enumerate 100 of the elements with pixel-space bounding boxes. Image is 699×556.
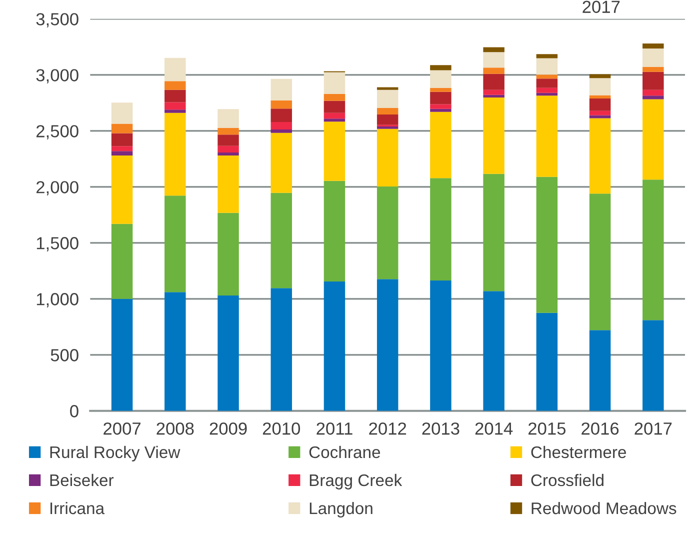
bar [376, 128, 398, 187]
bar [376, 186, 398, 280]
bar [218, 109, 239, 128]
legend-label: Cochrane [309, 446, 380, 458]
bar [642, 72, 664, 90]
bar [376, 108, 398, 115]
bar [642, 90, 664, 96]
bar [536, 176, 558, 313]
bar [376, 279, 398, 411]
bar [164, 112, 186, 196]
y-tick-label: 0 [70, 405, 78, 418]
bar [642, 320, 664, 411]
bar [164, 90, 186, 102]
bar [430, 104, 452, 109]
legend-label: Langdon [310, 502, 372, 518]
bar [536, 78, 558, 88]
x-tick-label: 2009 [210, 422, 247, 435]
bar [642, 96, 664, 100]
bar [376, 114, 398, 125]
bar [164, 196, 186, 292]
y-tick-label: 3,500 [36, 13, 78, 28]
bar [218, 212, 239, 296]
bar [642, 99, 664, 180]
x-tick-label: 2007 [104, 422, 140, 435]
bar [218, 146, 239, 153]
x-tick-label: 2010 [262, 422, 300, 435]
bar [642, 48, 664, 67]
bar [164, 292, 186, 411]
bar [642, 66, 664, 72]
bar [483, 90, 504, 95]
bar [324, 118, 346, 122]
bar [111, 298, 133, 411]
bar [430, 70, 452, 88]
bar [376, 90, 398, 108]
bar [111, 224, 133, 299]
bar [483, 98, 504, 174]
bar [111, 133, 133, 146]
bar [270, 130, 292, 133]
bar [324, 122, 346, 181]
bar [218, 134, 239, 146]
bar [111, 124, 133, 134]
bar [589, 115, 611, 118]
bar [430, 88, 452, 92]
bar [111, 156, 133, 224]
bar [589, 330, 611, 411]
bar [536, 92, 558, 96]
legend-label: Irricana [50, 502, 105, 514]
x-tick-label: 2014 [475, 422, 513, 435]
bar [430, 280, 452, 411]
y-tick-label: 1,500 [36, 237, 78, 252]
bar [536, 58, 558, 75]
bar [164, 58, 186, 82]
bar [589, 95, 611, 99]
bar [270, 100, 292, 109]
bar [536, 312, 558, 411]
legend-label: Rural Rocky View [50, 446, 180, 462]
bar [483, 52, 504, 68]
bar [430, 65, 452, 70]
bar [218, 156, 239, 213]
legend-label: Chestermere [531, 446, 626, 458]
x-tick-label: 2015 [528, 422, 566, 435]
bar [483, 291, 504, 411]
bar [324, 180, 346, 282]
y-tick-label: 1,000 [36, 293, 78, 308]
x-tick-label: 2016 [582, 422, 619, 435]
bar [430, 108, 452, 112]
bar [270, 108, 292, 122]
bar [164, 81, 186, 90]
bar [483, 47, 504, 52]
bar [111, 151, 133, 156]
bar [536, 74, 558, 79]
bar [270, 122, 292, 130]
legend-label: Beiseker [50, 474, 114, 486]
text: 2017 [582, 0, 620, 13]
bar [324, 100, 346, 113]
bar [536, 96, 558, 177]
legend-label: Bragg Creek [310, 474, 402, 490]
x-tick-label: 2017 [634, 422, 672, 435]
x-tick-label: 2012 [369, 422, 406, 435]
bar [164, 102, 186, 110]
bar [589, 98, 611, 111]
bar [536, 54, 558, 58]
bar [430, 178, 452, 281]
bar [536, 88, 558, 93]
bar [430, 92, 452, 104]
x-tick-label: 2013 [422, 422, 460, 435]
bar [642, 44, 664, 48]
bar [642, 180, 664, 320]
bar [376, 87, 398, 90]
y-tick-label: 3,000 [36, 69, 78, 84]
bar [483, 74, 504, 90]
bar [483, 174, 504, 292]
bar [270, 288, 292, 411]
legend-label: Crossfield [531, 474, 604, 486]
bar [324, 112, 346, 119]
bar [111, 146, 133, 152]
y-tick-label: 2,500 [36, 125, 78, 140]
bar [111, 102, 133, 124]
bar [218, 296, 239, 411]
bar [483, 68, 504, 74]
